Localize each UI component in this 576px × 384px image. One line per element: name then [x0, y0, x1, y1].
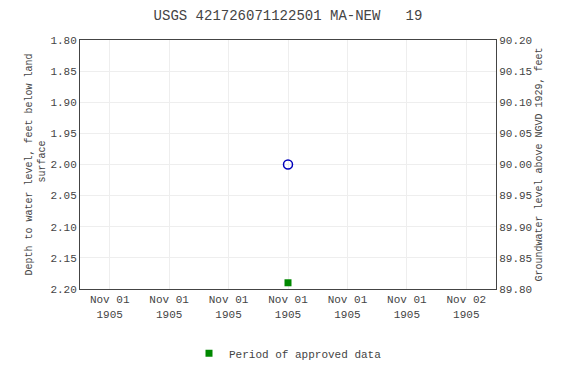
- svg-text:90.00: 90.00: [499, 159, 532, 171]
- svg-text:Nov 021905: Nov 021905: [446, 294, 486, 320]
- svg-text:Nov 011905: Nov 011905: [328, 294, 368, 320]
- svg-text:Nov 011905: Nov 011905: [209, 294, 249, 320]
- svg-text:Nov 011905: Nov 011905: [149, 294, 189, 320]
- svg-text:90.05: 90.05: [499, 128, 532, 140]
- svg-text:1.80: 1.80: [50, 35, 76, 47]
- svg-text:1.95: 1.95: [50, 128, 76, 140]
- svg-text:90.20: 90.20: [499, 35, 532, 47]
- svg-text:USGS 421726071122501 MA-NEW: USGS 421726071122501 MA-NEW 19: [154, 8, 423, 24]
- svg-text:2.00: 2.00: [50, 159, 76, 171]
- svg-text:90.15: 90.15: [499, 66, 532, 78]
- svg-text:1.85: 1.85: [50, 66, 76, 78]
- svg-text:2.05: 2.05: [50, 190, 76, 202]
- svg-text:Nov 011905: Nov 011905: [387, 294, 427, 320]
- svg-text:2.20: 2.20: [50, 284, 76, 296]
- svg-text:89.90: 89.90: [499, 222, 532, 234]
- svg-text:89.85: 89.85: [499, 253, 532, 265]
- svg-text:2.15: 2.15: [50, 253, 76, 265]
- svg-text:Nov 011905: Nov 011905: [90, 294, 130, 320]
- svg-text:1.90: 1.90: [50, 97, 76, 109]
- svg-text:Depth to water level, feet bel: Depth to water level, feet below land su…: [24, 53, 48, 275]
- svg-text:Period of approved data: Period of approved data: [229, 349, 381, 361]
- svg-text:90.10: 90.10: [499, 97, 532, 109]
- svg-text:Nov 011905: Nov 011905: [268, 294, 308, 320]
- svg-text:89.95: 89.95: [499, 190, 532, 202]
- svg-text:89.80: 89.80: [499, 284, 532, 296]
- svg-text:Groundwater level above NGVD 1: Groundwater level above NGVD 1929, feet: [534, 47, 545, 281]
- svg-text:2.10: 2.10: [50, 222, 76, 234]
